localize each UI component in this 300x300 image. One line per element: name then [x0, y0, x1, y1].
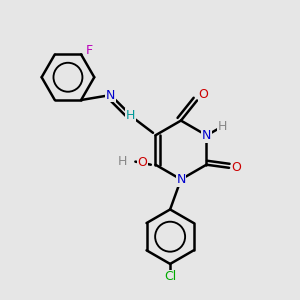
Text: Cl: Cl — [164, 270, 176, 284]
Text: N: N — [106, 88, 115, 101]
Text: H: H — [218, 120, 227, 133]
Text: O: O — [232, 161, 242, 174]
Text: F: F — [85, 44, 92, 57]
Text: H: H — [118, 155, 128, 168]
Text: N: N — [176, 173, 186, 186]
Text: H: H — [126, 109, 135, 122]
Text: N: N — [202, 129, 211, 142]
Text: O: O — [198, 88, 208, 101]
Text: O: O — [137, 156, 147, 169]
